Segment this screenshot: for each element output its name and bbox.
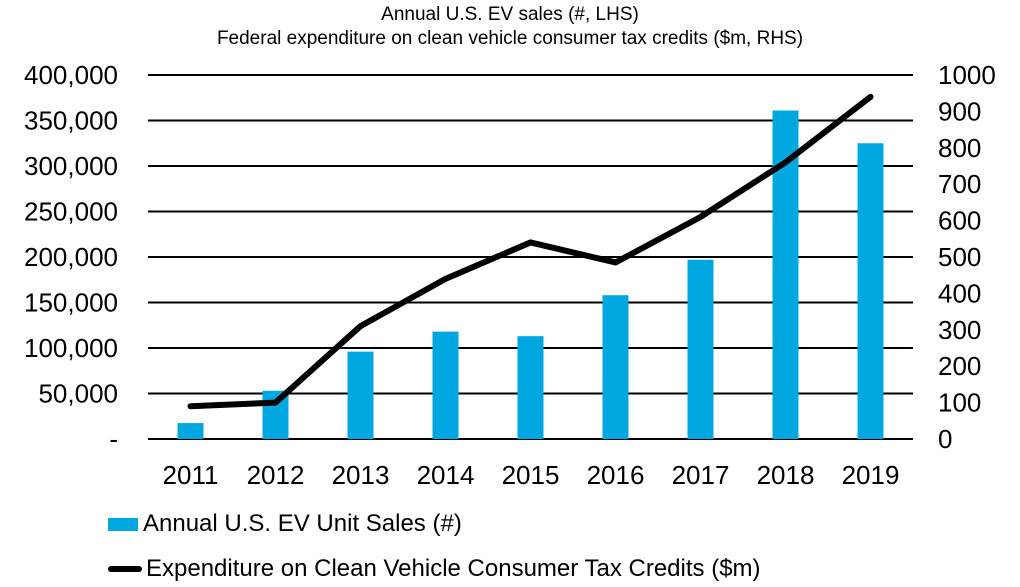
legend-label-ev-sales: Annual U.S. EV Unit Sales (#) (143, 510, 462, 537)
left-axis-tick-label: 400,000 (24, 60, 118, 90)
legend: Annual U.S. EV Unit Sales (#) Expenditur… (108, 509, 761, 587)
right-axis-tick-label: 1000 (938, 60, 996, 90)
left-axis-tick-label: 200,000 (24, 242, 118, 272)
legend-item-ev-sales: Annual U.S. EV Unit Sales (#) (108, 509, 761, 539)
left-axis-tick-label: 300,000 (24, 151, 118, 181)
x-axis-label-2011: 2011 (163, 460, 219, 490)
chart-title-line-1: Annual U.S. EV sales (#, LHS) (381, 4, 639, 25)
right-axis-tick-label: 0 (938, 424, 952, 454)
bar-2015 (517, 336, 544, 439)
legend-swatch-line (108, 566, 142, 572)
legend-swatch-bar (108, 517, 138, 531)
left-axis-tick-label: 50,000 (38, 379, 118, 409)
bar-2016 (602, 295, 629, 439)
right-axis-tick-label: 800 (938, 133, 981, 163)
bar-2011 (177, 423, 204, 439)
right-axis-tick-label: 700 (938, 169, 981, 199)
x-axis-label-2014: 2014 (417, 460, 475, 490)
legend-label-expenditure: Expenditure on Clean Vehicle Consumer Ta… (146, 555, 761, 582)
right-axis-tick-label: 600 (938, 206, 981, 236)
x-axis-label-2012: 2012 (247, 460, 305, 490)
right-axis-tick-label: 100 (938, 388, 981, 418)
chart-title: Annual U.S. EV sales (#, LHS) Federal ex… (0, 3, 1020, 51)
left-axis-tick-label: 350,000 (24, 106, 118, 136)
legend-item-expenditure: Expenditure on Clean Vehicle Consumer Ta… (108, 554, 761, 584)
bar-2014 (432, 331, 459, 439)
x-axis-label-2013: 2013 (332, 460, 390, 490)
x-axis-label-2017: 2017 (672, 460, 730, 490)
x-axis-label-2015: 2015 (502, 460, 560, 490)
x-axis-label-2016: 2016 (587, 460, 645, 490)
right-axis-tick-label: 900 (938, 96, 981, 126)
bar-2019 (857, 143, 884, 439)
bar-2017 (687, 259, 714, 439)
x-axis-label-2018: 2018 (757, 460, 815, 490)
left-axis-tick-label: 100,000 (24, 333, 118, 363)
plot-area: 400,000 350,000 300,000 250,000 200,000 150,0… (24, 60, 996, 490)
left-axis-tick-label: - (109, 424, 118, 454)
left-axis-tick-label: 150,000 (24, 288, 118, 318)
right-axis-tick-label: 400 (938, 278, 981, 308)
right-axis-tick-label: 200 (938, 351, 981, 381)
right-axis-tick-label: 300 (938, 315, 981, 345)
chart-title-line-2: Federal expenditure on clean vehicle con… (216, 28, 804, 49)
expenditure-line (187, 93, 874, 410)
right-axis-tick-label: 500 (938, 242, 981, 272)
x-axis-label-2019: 2019 (842, 460, 900, 490)
left-axis-tick-label: 250,000 (24, 197, 118, 227)
bar-2013 (347, 351, 374, 439)
